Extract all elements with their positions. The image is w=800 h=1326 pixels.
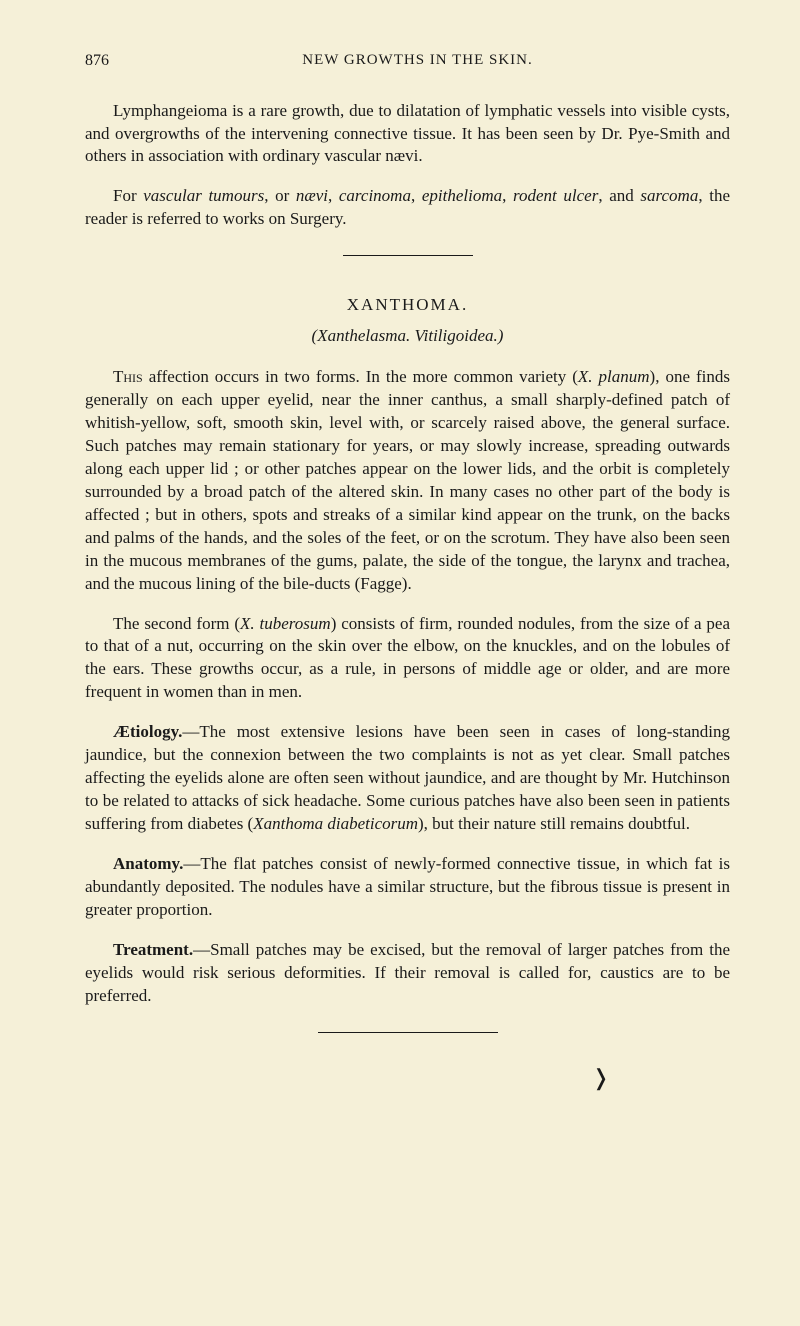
text: , and <box>598 186 640 205</box>
text: For <box>113 186 143 205</box>
term: nævi <box>296 186 328 205</box>
para-heading: Ætiology. <box>113 722 182 741</box>
term: epithelioma <box>422 186 502 205</box>
text: ), but their nature still remains doubtf… <box>418 814 690 833</box>
section-subtitle: (Xanthelasma. Vitiligoidea.) <box>85 325 730 348</box>
end-divider <box>318 1032 498 1033</box>
footer-mark: ❭ <box>85 1063 730 1093</box>
paragraph-lymphangeioma: Lymphangeioma is a rare growth, due to d… <box>85 100 730 169</box>
text: , or <box>264 186 296 205</box>
term: X. planum <box>578 367 650 386</box>
term: rodent ulcer <box>513 186 598 205</box>
paren-close: ) <box>498 326 504 345</box>
term: X. tuberosum <box>240 614 331 633</box>
paragraph-references: For vascular tumours, or nævi, carcinoma… <box>85 185 730 231</box>
text: , <box>411 186 422 205</box>
term: carcinoma <box>339 186 411 205</box>
page-number: 876 <box>85 50 109 72</box>
running-head: NEW GROWTHS IN THE SKIN. <box>302 50 533 72</box>
section-divider <box>343 255 473 256</box>
text: , <box>502 186 513 205</box>
paragraph-aetiology: Ætiology.—The most extensive lesions hav… <box>85 721 730 836</box>
page-header: 876 NEW GROWTHS IN THE SKIN. <box>85 50 730 72</box>
subtitle-term: Vitiligoidea. <box>415 326 498 345</box>
paragraph-second-form: The second form (X. tuberosum) consists … <box>85 613 730 705</box>
paragraph-anatomy: Anatomy.—The flat patches consist of new… <box>85 853 730 922</box>
text: The second form ( <box>113 614 240 633</box>
paragraph-forms: This affection occurs in two forms. In t… <box>85 366 730 595</box>
leading-word: This <box>113 367 143 386</box>
term: Xanthoma diabeticorum <box>253 814 418 833</box>
para-heading: Anatomy. <box>113 854 183 873</box>
term: vascular tumours <box>143 186 264 205</box>
para-heading: Treatment. <box>113 940 193 959</box>
subtitle-term: Xanthelasma. <box>317 326 410 345</box>
term: sarcoma <box>640 186 698 205</box>
body-text: Lymphangeioma is a rare growth, due to d… <box>85 101 730 166</box>
text: , <box>328 186 339 205</box>
text: ), one finds generally on each upper eye… <box>85 367 730 592</box>
paragraph-treatment: Treatment.—Small patches may be excised,… <box>85 939 730 1008</box>
header-spacer <box>726 50 730 72</box>
text: affection occurs in two forms. In the mo… <box>143 367 578 386</box>
section-title: XANTHOMA. <box>85 294 730 317</box>
